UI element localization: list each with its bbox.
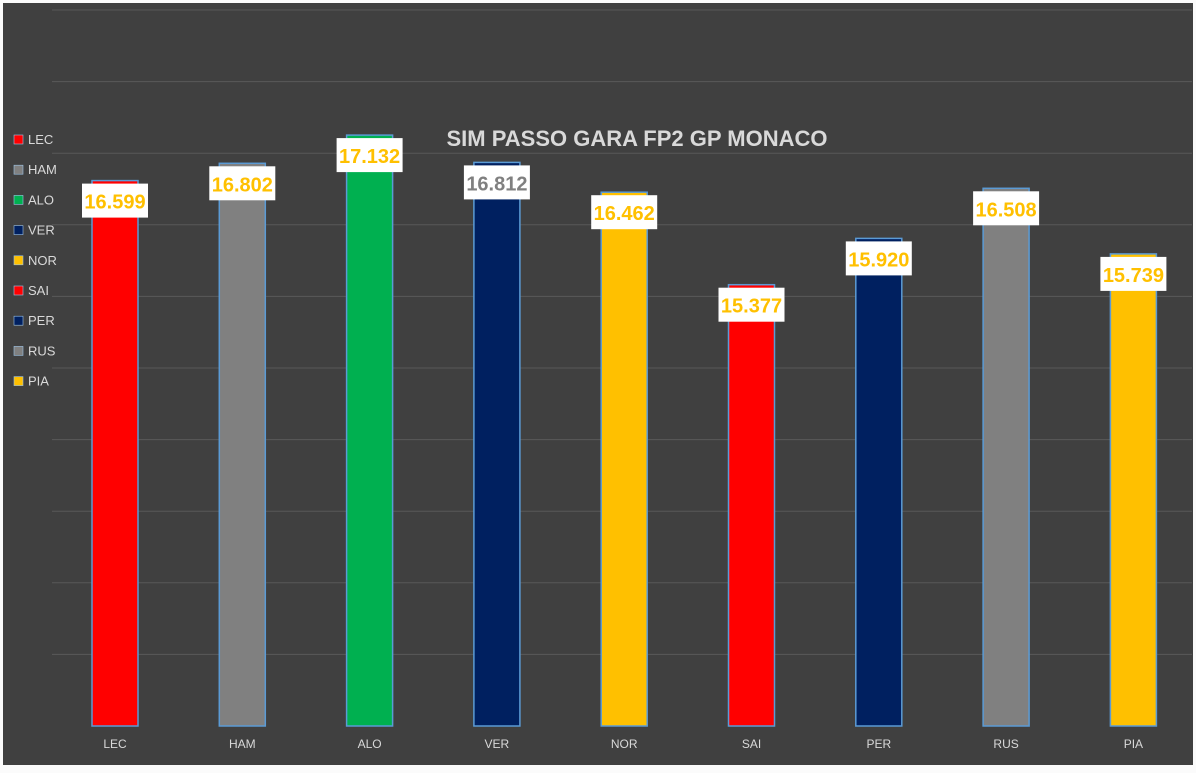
data-label-alo: 17.132 (339, 146, 400, 168)
data-label-per: 15.920 (848, 249, 909, 271)
legend-entry: RUS (28, 343, 56, 358)
legend-entry: LEC (28, 132, 53, 147)
x-tick-label: PER (866, 737, 891, 751)
bar-sai (727, 283, 776, 727)
legend-entry: ALO (28, 192, 54, 207)
legend-entry: PIA (28, 374, 49, 389)
legend-swatch (13, 195, 24, 205)
legend-swatch (13, 285, 24, 296)
bar-ver (473, 161, 521, 727)
bar-pia (1109, 253, 1158, 727)
data-label-box (845, 241, 912, 276)
bar-ham (218, 162, 267, 727)
bar-alo (345, 134, 394, 727)
x-tick-label: PIA (1124, 737, 1143, 751)
legend: LEC HAM ALO VER NOR SAI PER RUS PIA (13, 132, 57, 389)
x-tick-label: VER (485, 737, 510, 751)
bar-nor (600, 191, 648, 727)
x-tick-label: NOR (611, 737, 638, 751)
legend-swatch (13, 376, 24, 386)
data-label-box (209, 166, 276, 201)
data-label-ver: 16.812 (466, 173, 527, 195)
legend-entry: NOR (28, 253, 57, 268)
data-label-pia: 15.739 (1103, 265, 1164, 287)
x-axis-tick-labels: LEC HAM ALO VER NOR SAI PER RUS PIA (103, 737, 1143, 751)
data-label-box (718, 287, 785, 322)
data-label-ham: 16.802 (212, 174, 273, 196)
bar-rus (982, 187, 1030, 727)
legend-entry: SAI (28, 283, 49, 298)
x-tick-label: ALO (358, 737, 382, 751)
data-label-lec: 16.599 (84, 192, 145, 214)
data-label-box (336, 138, 403, 173)
legend-swatch (13, 315, 24, 326)
bar-per (855, 237, 903, 727)
data-label-rus: 16.508 (976, 199, 1037, 221)
x-tick-label: LEC (103, 737, 127, 751)
legend-swatch (13, 164, 24, 175)
data-label-sai: 15.377 (721, 296, 782, 318)
legend-swatch (13, 255, 24, 266)
legend-entry: PER (28, 313, 55, 328)
data-label-box (591, 195, 658, 230)
x-tick-label: SAI (742, 737, 761, 751)
data-label-box (463, 165, 530, 200)
data-labels: 16.599 16.802 17.132 16.812 16.462 15.377 15.9… (82, 138, 1167, 322)
bars (91, 134, 1158, 727)
legend-swatch (13, 346, 24, 356)
legend-swatch (13, 225, 24, 235)
data-label-box (82, 183, 148, 218)
legend-entry: HAM (28, 162, 57, 177)
legend-entry: VER (28, 223, 55, 238)
legend-swatch (13, 134, 24, 145)
data-label-nor: 16.462 (594, 203, 655, 225)
chart-title: SIM PASSO GARA FP2 GP MONACO (447, 126, 828, 151)
data-label-box (1100, 256, 1167, 291)
x-tick-label: HAM (229, 737, 256, 751)
bar-lec (91, 179, 139, 727)
x-tick-label: RUS (993, 737, 1018, 751)
data-label-box (973, 191, 1040, 226)
